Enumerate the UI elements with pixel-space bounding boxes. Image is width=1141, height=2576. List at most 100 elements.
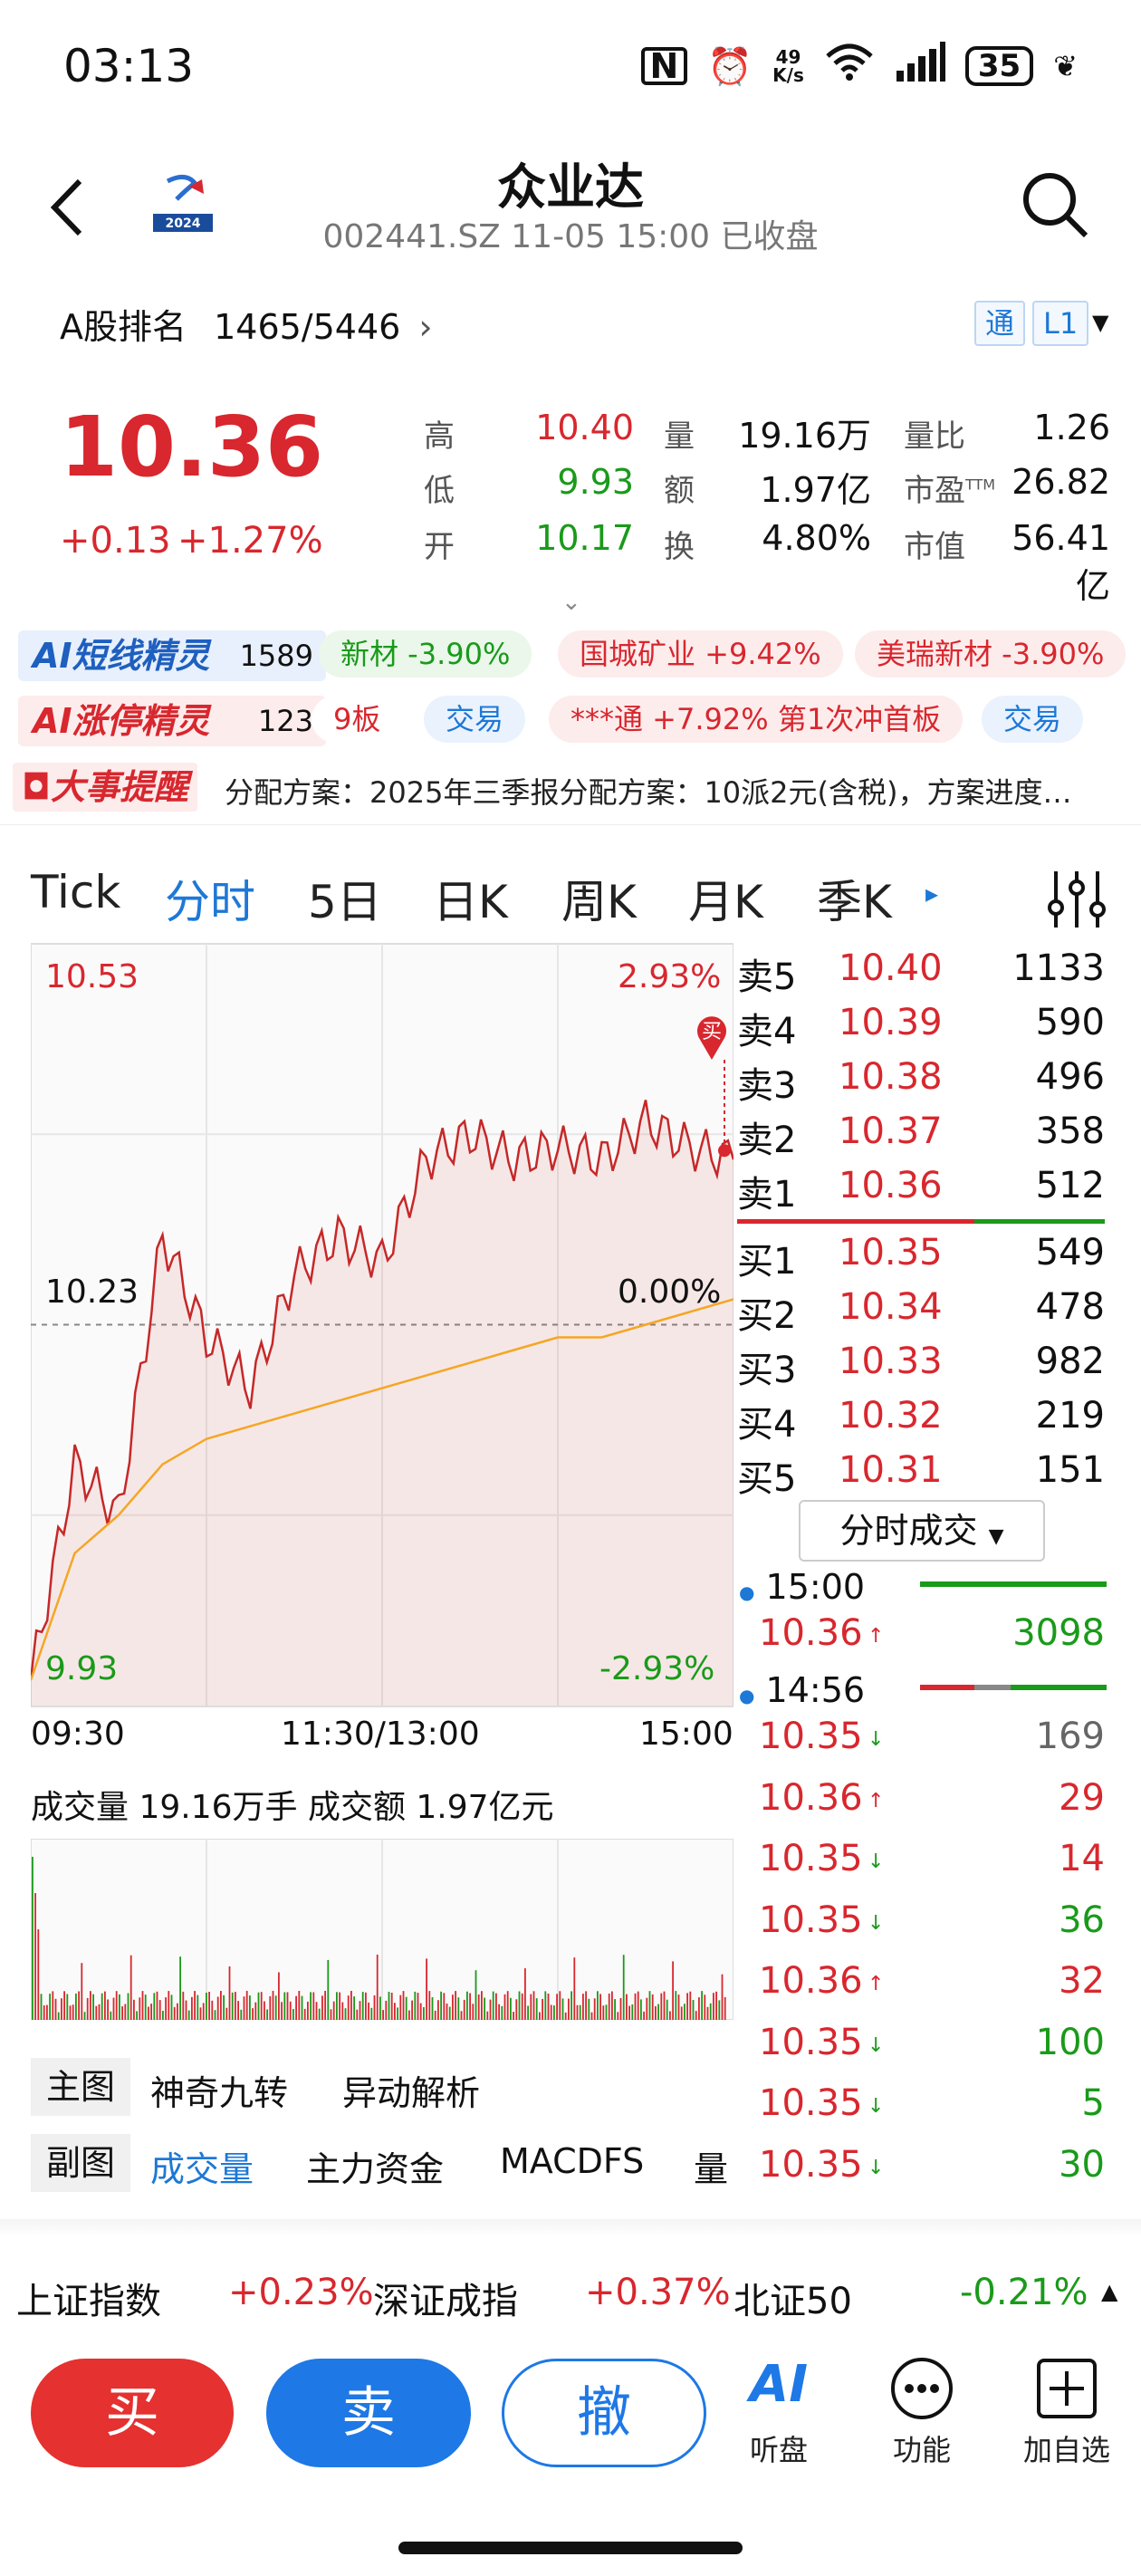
volume-bar	[162, 2011, 164, 2020]
volume-bar	[136, 2011, 138, 2020]
tab-monthly-k[interactable]: 月K	[688, 876, 763, 928]
order-book-price[interactable]: 10.37	[839, 1110, 943, 1152]
volume-bar	[663, 1991, 666, 2020]
vol-ratio-value: 1.26	[1033, 408, 1110, 447]
buy-marker[interactable]: 买	[695, 1013, 728, 1060]
chart-canvas[interactable]	[29, 942, 735, 1707]
volume-bar	[312, 1992, 315, 2020]
settings-sliders-icon[interactable]	[1045, 868, 1108, 935]
order-book-label: 卖3	[737, 1065, 797, 1107]
tick-volume: 3098	[1012, 1612, 1105, 1654]
expand-chevron-icon[interactable]: ⌄	[561, 589, 581, 616]
more-dots-icon	[868, 2355, 976, 2427]
ai-short-pill[interactable]: 国城矿业 +9.42%	[558, 630, 843, 678]
order-book-price[interactable]: 10.32	[839, 1395, 943, 1437]
tick-volume: 36	[1059, 1898, 1105, 1941]
indicator-more[interactable]: 量	[694, 2149, 729, 2189]
buy-button[interactable]: 买	[31, 2359, 234, 2467]
volume-bar	[336, 1992, 338, 2020]
volume-bar	[121, 2006, 123, 2020]
order-book-price[interactable]: 10.34	[839, 1286, 943, 1328]
order-book-price[interactable]: 10.40	[839, 947, 943, 989]
index-bj[interactable]: 北证50	[734, 2281, 852, 2322]
tong-tag[interactable]: 通	[974, 301, 1026, 346]
volume-bar	[289, 2001, 292, 2020]
tab-weekly-k[interactable]: 周K	[561, 876, 637, 928]
volume-bar	[692, 2000, 695, 2020]
sell-button[interactable]: 卖	[266, 2359, 471, 2467]
event-row[interactable]: ◘大事提醒 分配方案：2025年三季报分配方案：10派2元(含税)，方案进度…	[13, 761, 1136, 815]
ai-short-badge[interactable]: AI短线精灵 1589	[18, 630, 326, 681]
home-indicator[interactable]	[398, 2542, 743, 2554]
volume-bar	[350, 1991, 352, 2020]
level1-tag[interactable]: L1	[1032, 301, 1089, 346]
volume-bar	[95, 2005, 98, 2020]
tab-5day[interactable]: 5日	[308, 876, 382, 928]
volume-bar	[133, 1999, 135, 2020]
indicator-main-funds[interactable]: 主力资金	[306, 2149, 445, 2189]
volume-bar	[32, 1857, 34, 2020]
ai-limit-badge[interactable]: AI涨停精灵 123	[18, 696, 326, 746]
indicator-anomaly[interactable]: 异动解析	[342, 2073, 481, 2113]
order-book-vol: 982	[1035, 1341, 1105, 1382]
intraday-chart[interactable]	[29, 942, 735, 1707]
tick-price: 10.35	[759, 2082, 863, 2124]
volume-bar	[376, 1955, 379, 2020]
ai-limit-pill[interactable]: 9板	[312, 696, 403, 743]
ai-short-pill[interactable]: 新材 -3.90%	[319, 630, 532, 678]
volume-bar	[611, 1991, 613, 2020]
order-book-price[interactable]: 10.31	[839, 1449, 943, 1491]
indicator-nine-turns[interactable]: 神奇九转	[150, 2073, 289, 2113]
volume-bar	[237, 2001, 239, 2020]
index-sz[interactable]: 深证成指	[373, 2281, 518, 2322]
more-functions-button[interactable]: 功能	[868, 2355, 976, 2469]
arrow-down-icon: ↓	[868, 2095, 885, 2118]
cancel-button[interactable]: 撤	[502, 2359, 706, 2467]
current-price: 10.36	[60, 399, 324, 495]
order-book-price[interactable]: 10.39	[839, 1002, 943, 1043]
high-label: 高	[424, 418, 455, 455]
arrow-down-icon: ↓	[868, 1728, 885, 1751]
volume-bar	[542, 1998, 543, 2020]
a-share-rank[interactable]: A股排名 1465/5446 ›	[60, 307, 433, 347]
ai-listen-button[interactable]: AI 听盘	[749, 2355, 809, 2467]
expand-up-icon[interactable]: ▲	[1101, 2279, 1118, 2304]
caret-down-icon[interactable]: ▼	[1092, 310, 1109, 335]
tab-tick[interactable]: Tick	[31, 866, 121, 918]
buy-marker-dot	[718, 1144, 731, 1158]
tab-intraday[interactable]: 分时	[165, 876, 255, 928]
tick-volume: 30	[1059, 2143, 1105, 2186]
order-book-price[interactable]: 10.38	[839, 1056, 943, 1098]
volume-bar	[564, 2012, 567, 2020]
order-book-price[interactable]: 10.35	[839, 1232, 943, 1274]
arrow-down-icon: ↓	[868, 2033, 885, 2057]
battery-icon: 35	[964, 46, 1034, 86]
ai-limit-pill[interactable]: 交易	[424, 696, 526, 743]
add-watchlist-button[interactable]: 加自选	[1012, 2355, 1121, 2469]
ai-limit-pill[interactable]: ***通 +7.92% 第1次冲首板	[549, 696, 964, 743]
volume-bar	[634, 1993, 637, 2020]
tab-daily-k[interactable]: 日K	[433, 876, 508, 928]
back-button[interactable]	[45, 172, 91, 256]
indicator-macdfs[interactable]: MACDFS	[500, 2141, 645, 2181]
arrow-up-icon: ↑	[868, 1625, 885, 1648]
volume-bar	[356, 2009, 359, 2020]
order-book-price[interactable]: 10.33	[839, 1341, 943, 1382]
tab-more-icon[interactable]: ▸	[925, 879, 939, 908]
tick-volume: 5	[1081, 2082, 1105, 2124]
wifi-icon	[824, 42, 875, 91]
index-sh[interactable]: 上证指数	[16, 2281, 161, 2322]
tick-price: 10.35	[759, 2143, 863, 2186]
volume-bar	[477, 1994, 480, 2020]
volume-bar	[605, 2004, 608, 2020]
order-book-price[interactable]: 10.36	[839, 1165, 943, 1206]
volume-bar	[127, 1993, 129, 2020]
tab-quarterly-k[interactable]: 季K	[817, 876, 892, 928]
ai-short-pill[interactable]: 美瑞新材 -3.90%	[855, 630, 1127, 678]
volume-bar	[388, 1992, 390, 2020]
search-icon[interactable]	[1019, 168, 1091, 241]
trade-detail-dropdown[interactable]: 分时成交 ▼	[799, 1500, 1045, 1562]
volume-bar	[104, 1991, 106, 2020]
ai-limit-pill[interactable]: 交易	[982, 696, 1084, 743]
indicator-volume[interactable]: 成交量	[150, 2149, 254, 2189]
